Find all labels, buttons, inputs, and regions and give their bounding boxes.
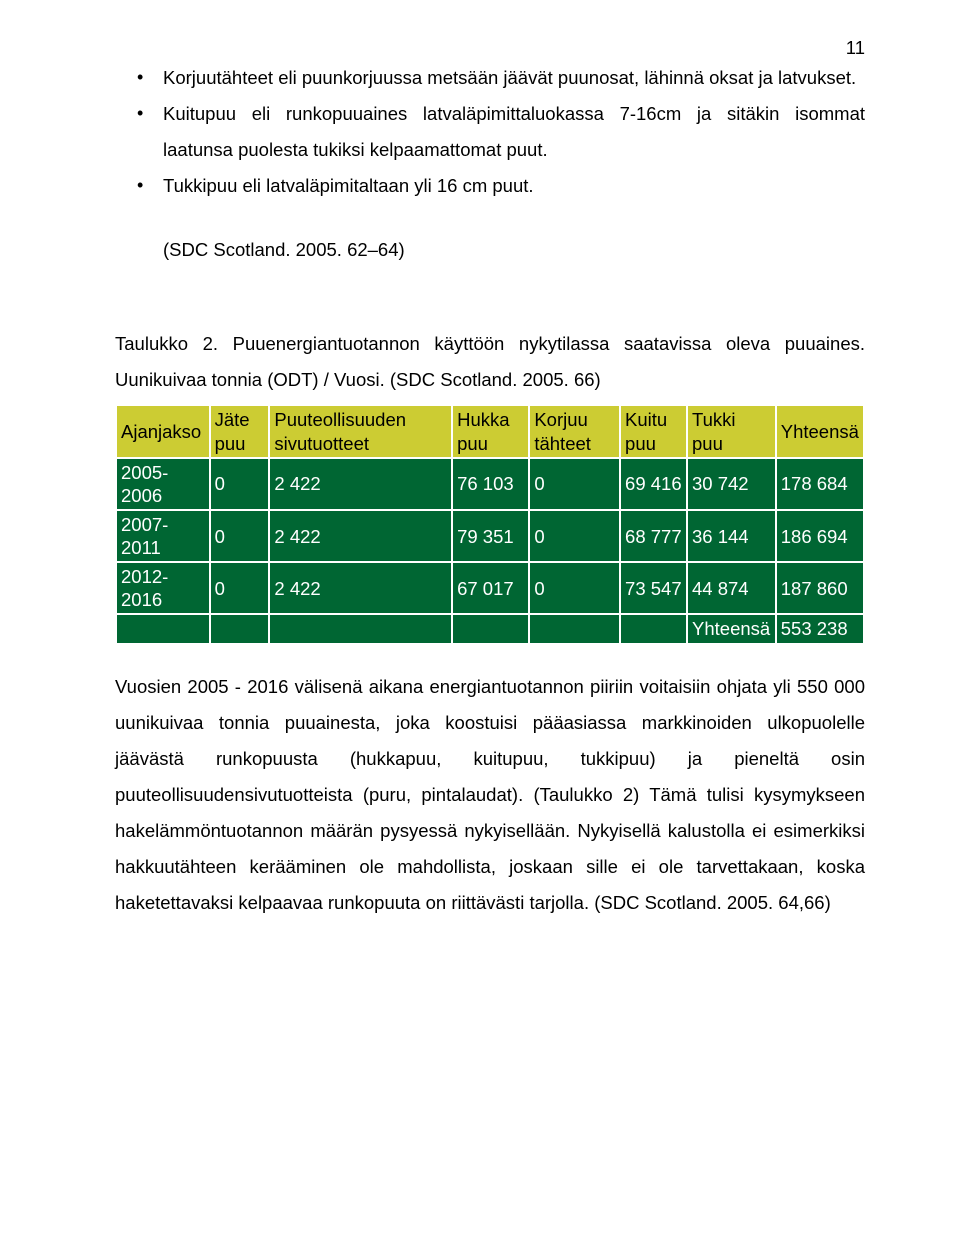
table-row: 2012-2016 0 2 422 67 017 0 73 547 44 874… [117, 563, 863, 613]
bullet-item: Kuitupuu eli runkopuuaines latvaläpimitt… [137, 96, 865, 168]
document-page: 11 Korjuutähteet eli puunkorjuussa metsä… [0, 0, 960, 981]
col-header: Yhteensä [777, 406, 863, 456]
col-header: Korjuu tähteet [530, 406, 619, 456]
bullet-list: Korjuutähteet eli puunkorjuussa metsään … [115, 60, 865, 204]
table-cell [270, 615, 451, 642]
table-cell: 0 [530, 563, 619, 613]
table-cell: 0 [530, 511, 619, 561]
table-cell: 186 694 [777, 511, 863, 561]
table-cell: Yhteensä [688, 615, 775, 642]
table-cell: 69 416 [621, 459, 686, 509]
col-header: Hukka puu [453, 406, 528, 456]
table-cell [621, 615, 686, 642]
table-cell: 68 777 [621, 511, 686, 561]
spacer [115, 268, 865, 326]
table-cell [530, 615, 619, 642]
citation: (SDC Scotland. 2005. 62–64) [115, 232, 865, 268]
table-cell: 187 860 [777, 563, 863, 613]
table-cell: 73 547 [621, 563, 686, 613]
table-cell: 2012-2016 [117, 563, 209, 613]
table-cell: 79 351 [453, 511, 528, 561]
col-header: Ajanjakso [117, 406, 209, 456]
table-footer-row: Yhteensä 553 238 [117, 615, 863, 642]
data-table: Ajanjakso Jäte puu Puuteollisuuden sivut… [115, 404, 865, 644]
table-row: 2007-2011 0 2 422 79 351 0 68 777 36 144… [117, 511, 863, 561]
table-cell: 67 017 [453, 563, 528, 613]
col-header: Jäte puu [211, 406, 269, 456]
table-header-row: Ajanjakso Jäte puu Puuteollisuuden sivut… [117, 406, 863, 456]
table-row: 2005-2006 0 2 422 76 103 0 69 416 30 742… [117, 459, 863, 509]
table-cell [117, 615, 209, 642]
col-header: Tukki puu [688, 406, 775, 456]
table-caption: Taulukko 2. Puuenergiantuotannon käyttöö… [115, 326, 865, 398]
table-cell: 36 144 [688, 511, 775, 561]
col-header: Kuitu puu [621, 406, 686, 456]
table-cell: 76 103 [453, 459, 528, 509]
table-cell: 2 422 [270, 459, 451, 509]
table-cell [453, 615, 528, 642]
table-cell: 178 684 [777, 459, 863, 509]
table-cell: 2 422 [270, 563, 451, 613]
table-cell: 44 874 [688, 563, 775, 613]
table-cell: 0 [211, 459, 269, 509]
table-cell: 0 [211, 563, 269, 613]
bullet-item: Korjuutähteet eli puunkorjuussa metsään … [137, 60, 865, 96]
bullet-item: Tukkipuu eli latvaläpimitaltaan yli 16 c… [137, 168, 865, 204]
table-cell [211, 615, 269, 642]
table-cell: 30 742 [688, 459, 775, 509]
table-cell: 2 422 [270, 511, 451, 561]
table-cell: 0 [530, 459, 619, 509]
table-cell: 553 238 [777, 615, 863, 642]
body-paragraph: Vuosien 2005 - 2016 välisenä aikana ener… [115, 669, 865, 921]
table-cell: 2007-2011 [117, 511, 209, 561]
col-header: Puuteollisuuden sivutuotteet [270, 406, 451, 456]
table-cell: 2005-2006 [117, 459, 209, 509]
table-cell: 0 [211, 511, 269, 561]
